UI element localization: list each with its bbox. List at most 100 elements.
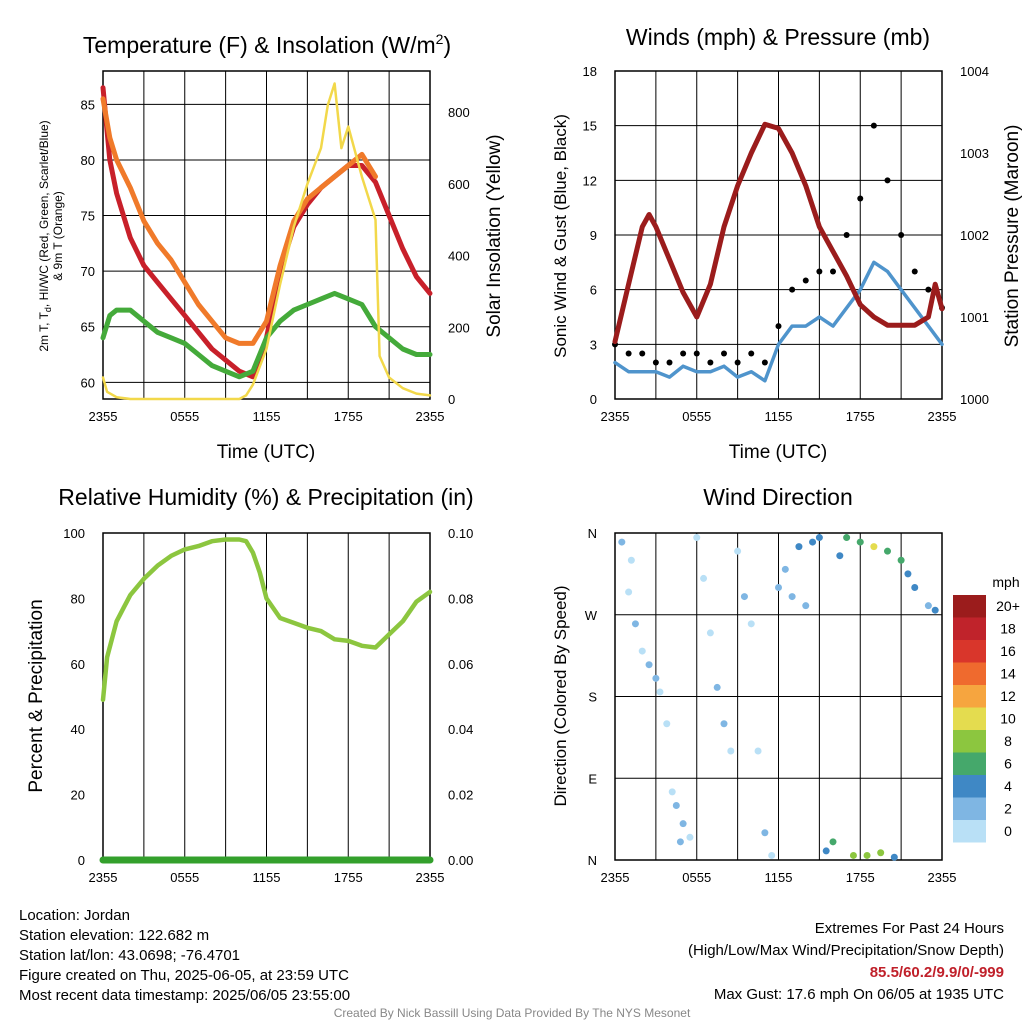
direction-point [679,820,687,828]
x-tick-label: 1155 [253,409,281,424]
y2-tick-label: 0.08 [448,591,473,606]
x-tick-label: 2355 [601,409,630,424]
x-tick-label: 1155 [765,870,793,885]
temperature-ylabel: 2m T, Td, HI/WC (Red, Green, Scarlet/Blu… [37,120,53,351]
extremes-values: 85.5/60.2/9.9/0/-999 [869,964,1004,981]
y-tick-label: 70 [81,264,95,279]
legend-title: mph [992,574,1019,590]
gust-point [925,286,932,293]
direction-point [856,538,864,546]
gust-point [680,350,687,357]
plot-frame [102,70,431,400]
direction-point [618,538,626,546]
station-latlon: Station lat/lon: 43.0698; -76.4701 [19,947,241,964]
humidity-panel-title: Relative Humidity (%) & Precipitation (i… [58,484,473,510]
gust-point [843,232,850,238]
legend-label: 14 [1000,666,1016,682]
direction-point [870,543,878,551]
panel-0-axes [102,70,431,400]
legend-label: 18 [1000,621,1016,637]
x-tick-label: 0555 [170,870,199,885]
gust-point [789,286,796,293]
panel-1-axes [614,70,943,400]
gust-point [911,268,918,275]
direction-point [727,747,735,755]
series-dew-line [100,290,433,380]
y2-tick-label: 1000 [960,392,989,407]
humidity-ylabel: Percent & Precipitation [26,599,47,792]
y-tick-label: 0 [590,392,597,407]
direction-point [815,534,823,542]
station-info: Location: Jordan Station elevation: 122.… [19,906,350,1006]
direction-point [652,674,660,682]
direction-point [768,851,776,859]
temperature-y2label: Solar Insolation (Yellow) [484,134,505,337]
y2-tick-label: 0 [448,392,455,407]
y-tick-label: 0 [78,853,85,868]
direction-point [781,565,789,573]
extremes-subheading: (High/Low/Max Wind/Precipitation/Snow De… [688,942,1004,959]
recent-timestamp: Most recent data timestamp: 2025/06/05 2… [19,987,351,1004]
gust-point [748,350,755,357]
x-tick-label: 1155 [765,409,793,424]
legend-label: 10 [1000,711,1016,727]
x-tick-label: 0555 [682,870,711,885]
plot-frame [614,70,943,400]
gust-point [652,359,659,366]
legend-swatch [953,617,986,640]
y2-tick-label: 400 [448,249,470,264]
series-heat-line [100,96,378,346]
gust-point [693,350,700,357]
direction-point [924,602,932,610]
x-tick-label: 2355 [416,870,445,885]
direction-point [747,620,755,628]
direction-point [863,851,871,859]
direction-point [625,588,633,596]
direction-point [656,688,664,696]
direction-point [802,602,810,610]
x-tick-label: 2355 [601,870,630,885]
y-tick-label: N [588,526,597,541]
direction-point [672,802,680,809]
direction-point [713,683,721,691]
y-tick-label: 60 [71,657,85,672]
x-tick-label: 0555 [170,409,199,424]
direction-point [668,788,676,796]
series-rh-line [100,537,433,703]
y-tick-label: W [585,608,598,623]
legend-swatch [953,775,986,798]
max-gust: Max Gust: 17.6 mph On 06/05 at 1935 UTC [713,986,1004,1003]
y-tick-label: 9 [590,228,597,243]
station-location: Location: Jordan [19,907,130,924]
gust-point [666,359,673,366]
direction-point [843,534,851,542]
y2-tick-label: 1004 [960,64,989,79]
y2-tick-label: 0.04 [448,722,473,737]
temperature-panel-title: Temperature (F) & Insolation (W/m2) [83,31,451,58]
wind-direction-panel-title: Wind Direction [703,484,853,510]
legend-swatch [953,595,986,618]
direction-point [890,853,898,861]
x-tick-label: 2355 [89,870,118,885]
gust-point [707,359,714,366]
credit-line: Created By Nick Bassill Using Data Provi… [333,1006,691,1020]
y-tick-label: 80 [71,591,85,606]
y2-tick-label: 800 [448,105,470,120]
gust-point [625,350,632,357]
temperature-ylabel-line2: & 9m T (Orange) [51,191,65,281]
legend-label: 4 [1004,778,1012,794]
winds-y2label: Station Pressure (Maroon) [1002,125,1023,348]
direction-point [931,606,939,614]
y-tick-label: 75 [81,209,95,224]
direction-point [877,849,885,857]
y2-tick-label: 0.02 [448,788,473,803]
direction-point [836,552,844,560]
legend-swatch [953,820,986,843]
x-tick-label: 0555 [682,409,711,424]
legend-swatch [953,662,986,685]
legend-label: 12 [1000,688,1016,704]
direction-point [788,593,796,601]
legend-label: 8 [1004,733,1012,749]
direction-point [734,547,742,555]
